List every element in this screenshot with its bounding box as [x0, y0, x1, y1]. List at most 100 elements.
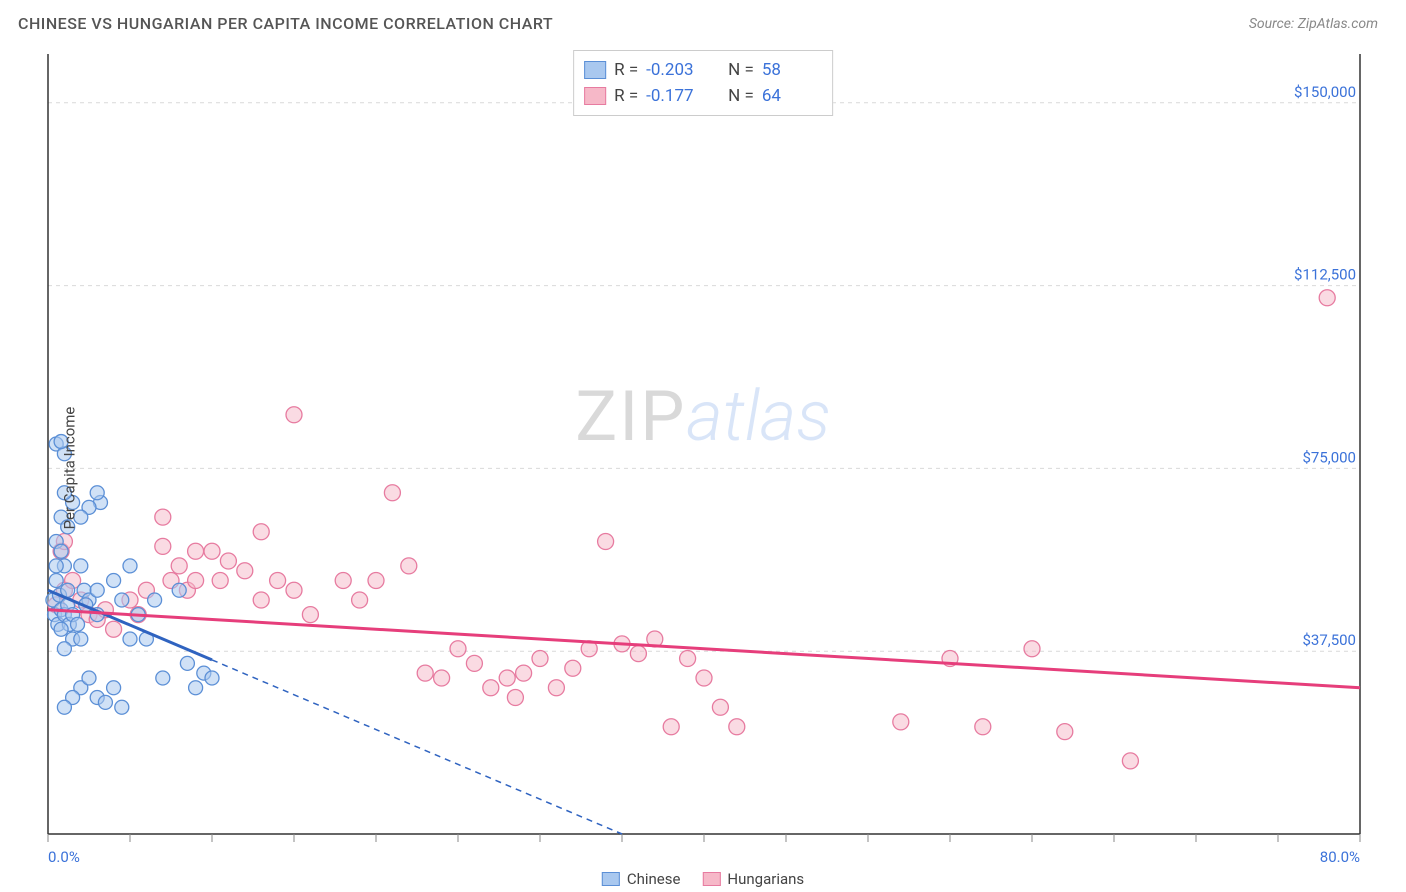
hungarians-point: [401, 558, 417, 574]
hungarians-point: [975, 719, 991, 735]
chinese-point: [148, 593, 162, 607]
hungarians-point: [680, 651, 696, 667]
chinese-point: [49, 574, 63, 588]
x-tick-label: 80.0%: [1320, 848, 1360, 866]
hungarians-point: [1122, 753, 1138, 769]
y-tick-label: $37,500: [1302, 631, 1356, 649]
source-prefix: Source:: [1249, 16, 1298, 32]
chinese-point: [90, 486, 104, 500]
series-legend: Chinese Hungarians: [602, 870, 804, 888]
x-tick-label: 0.0%: [48, 848, 80, 866]
hungarians-point: [286, 407, 302, 423]
hungarians-point: [507, 690, 523, 706]
chinese-point: [98, 695, 112, 709]
chinese-point: [107, 681, 121, 695]
y-axis-label: Per Capita Income: [60, 407, 78, 530]
chinese-point: [54, 544, 68, 558]
hungarians-point: [212, 573, 228, 589]
legend-n-value: 58: [762, 57, 818, 83]
chinese-point: [156, 671, 170, 685]
chinese-point: [115, 700, 129, 714]
hungarians-point: [450, 641, 466, 657]
hungarians-point: [696, 670, 712, 686]
source-attrib: Source: ZipAtlas.com: [1249, 16, 1378, 32]
hungarians-point: [729, 719, 745, 735]
hungarians-point: [368, 573, 384, 589]
legend-series-name: Chinese: [627, 870, 681, 888]
hungarians-point: [204, 543, 220, 559]
legend-n-value: 64: [762, 83, 818, 109]
hungarians-point: [171, 558, 187, 574]
hungarians-point: [270, 573, 286, 589]
hungarians-point: [434, 670, 450, 686]
chart-area: Per Capita Income $37,500 $75,000 $112,500…: [0, 44, 1406, 892]
y-tick-label: $75,000: [1302, 448, 1356, 466]
hungarians-point: [548, 680, 564, 696]
hungarians-point: [712, 699, 728, 715]
hungarians-point: [302, 607, 318, 623]
hungarians-point: [565, 660, 581, 676]
y-tick-label: $112,500: [1294, 266, 1356, 284]
chinese-point: [82, 671, 96, 685]
hungarians-point: [286, 582, 302, 598]
legend-swatch: [584, 61, 606, 79]
chinese-point: [115, 593, 129, 607]
hungarians-point: [483, 680, 499, 696]
y-tick-label: $150,000: [1294, 83, 1356, 101]
legend-swatch: [602, 872, 620, 886]
hungarians-point: [155, 538, 171, 554]
hungarians-point: [237, 563, 253, 579]
hungarians-point: [598, 534, 614, 550]
chinese-point: [180, 656, 194, 670]
chinese-point: [49, 559, 63, 573]
hungarians-point: [630, 646, 646, 662]
hungarians-point: [516, 665, 532, 681]
chinese-point: [172, 583, 186, 597]
hungarians-point: [253, 592, 269, 608]
legend-row-chinese: R = -0.203 N = 58: [584, 57, 818, 83]
legend-n-label: N =: [728, 57, 754, 83]
chinese-point: [54, 622, 68, 636]
chinese-point: [57, 700, 71, 714]
hungarians-point: [188, 573, 204, 589]
chinese-point: [57, 642, 71, 656]
chinese-point: [189, 681, 203, 695]
hungarians-point: [1057, 724, 1073, 740]
legend-r-value: -0.177: [646, 83, 702, 109]
legend-series-name: Hungarians: [727, 870, 804, 888]
hungarians-point: [532, 651, 548, 667]
hungarians-point: [106, 621, 122, 637]
legend-row-hungarians: R = -0.177 N = 64: [584, 83, 818, 109]
legend-n-label: N =: [728, 83, 754, 109]
hungarians-point: [352, 592, 368, 608]
hungarians-point: [417, 665, 433, 681]
legend-item-hungarians: Hungarians: [702, 870, 804, 888]
chart-title: CHINESE VS HUNGARIAN PER CAPITA INCOME C…: [18, 14, 553, 33]
hungarians-point: [893, 714, 909, 730]
chinese-point: [107, 574, 121, 588]
hungarians-point: [384, 485, 400, 501]
legend-r-label: R =: [614, 57, 638, 83]
hungarians-point: [220, 553, 236, 569]
hungarians-point: [335, 573, 351, 589]
hungarians-point: [1024, 641, 1040, 657]
hungarians-point: [1319, 290, 1335, 306]
source-link[interactable]: ZipAtlas.com: [1298, 16, 1378, 32]
legend-r-value: -0.203: [646, 57, 702, 83]
legend-r-label: R =: [614, 83, 638, 109]
chinese-point: [90, 583, 104, 597]
chinese-point: [74, 632, 88, 646]
chinese-point: [205, 671, 219, 685]
hungarians-point: [253, 524, 269, 540]
scatter-plot: $37,500 $75,000 $112,500 $150,000 0.0% 80.0%: [0, 44, 1406, 892]
chinese-point: [123, 632, 137, 646]
legend-swatch: [702, 872, 720, 886]
correlation-legend: R = -0.203 N = 58 R = -0.177 N = 64: [573, 50, 833, 116]
chinese-point: [123, 559, 137, 573]
hungarians-point: [663, 719, 679, 735]
hungarians-point: [499, 670, 515, 686]
chinese-point: [71, 617, 85, 631]
hungarians-point: [155, 509, 171, 525]
legend-swatch: [584, 87, 606, 105]
chinese-point: [74, 559, 88, 573]
